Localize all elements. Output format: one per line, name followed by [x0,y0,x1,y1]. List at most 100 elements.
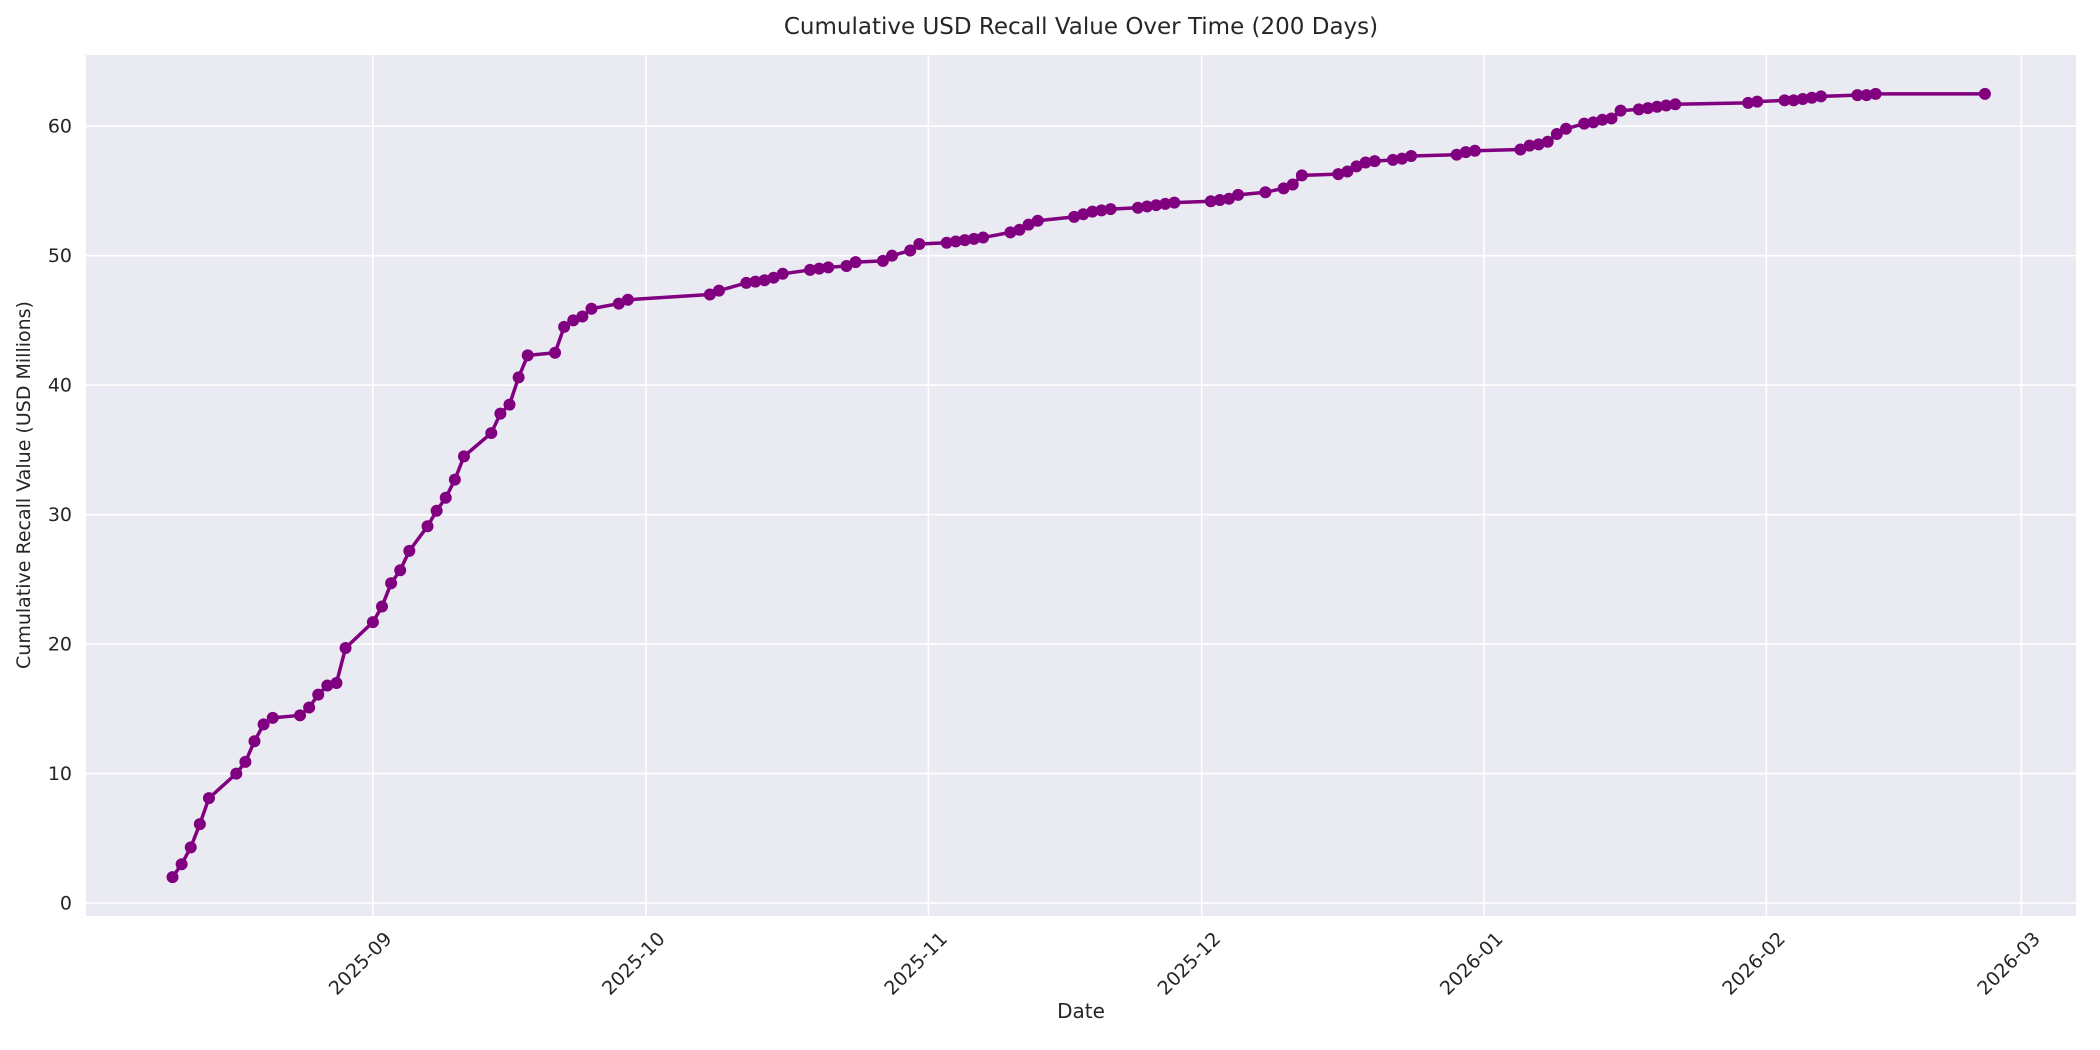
data-point [1368,155,1381,168]
data-point [558,320,571,333]
data-point [230,767,243,780]
data-point [166,871,179,884]
data-point [840,260,853,273]
chart-title: Cumulative USD Recall Value Over Time (2… [784,14,1378,40]
y-tick-label: 40 [48,375,72,397]
data-point [567,314,580,327]
x-tick-label: 2025-10 [598,928,670,1000]
data-point [303,701,316,714]
data-point [448,473,461,486]
data-point [1004,226,1017,239]
data-point [1259,186,1272,199]
data-point [1669,98,1682,111]
data-point [1751,95,1764,108]
data-point [1787,94,1800,107]
data-point [1814,90,1827,103]
data-point [1159,197,1172,210]
data-point [904,244,917,257]
data-point [1168,196,1181,209]
data-point [312,688,325,701]
data-point [1095,204,1108,217]
data-point [977,231,990,244]
data-point [1578,117,1591,130]
data-point [1459,146,1472,159]
data-point [1405,149,1418,162]
data-point [294,709,307,722]
data-point [1077,208,1090,221]
plot-area [86,55,2076,916]
data-point [749,275,762,288]
data-point [1277,182,1290,195]
y-tick-label: 30 [48,504,72,526]
data-point [1550,127,1563,140]
data-point [1295,169,1308,182]
data-point [266,711,279,724]
x-tick-label: 2026-02 [1718,928,1790,1000]
data-point [804,263,817,276]
data-point [430,504,443,517]
data-point [1778,94,1791,107]
data-point [1013,223,1026,236]
recall-series [166,87,1991,884]
data-point [1131,201,1144,214]
data-point [1660,99,1673,112]
data-point [740,276,753,289]
data-point [703,288,716,301]
data-point [1068,210,1081,223]
data-point [1386,153,1399,166]
data-point [1359,156,1372,169]
data-point [1341,165,1354,178]
y-tick-label: 50 [48,245,72,267]
data-point [621,293,634,306]
data-point [385,577,398,590]
data-point [886,249,899,262]
data-point [1587,116,1600,129]
x-tick-label: 2026-03 [1973,928,2045,1000]
data-point [403,544,416,557]
data-point [1204,195,1217,208]
data-point [1104,203,1117,216]
data-point [1022,218,1035,231]
data-point [1851,89,1864,102]
data-point [257,718,270,731]
data-point [758,274,771,287]
data-point [1805,91,1818,104]
data-point [321,679,334,692]
data-point [1651,100,1664,113]
data-point [1450,148,1463,161]
data-point [1523,139,1536,152]
data-point [813,262,826,275]
y-tick-label: 0 [60,893,72,915]
data-point [512,371,525,384]
data-point [202,792,215,805]
data-point [967,232,980,245]
data-point [1632,103,1645,116]
data-point [1532,138,1545,151]
x-axis-label: Date [1057,999,1105,1023]
data-point [712,284,725,297]
data-point [822,261,835,274]
data-point [1978,87,1991,100]
data-point [1031,214,1044,227]
data-point [439,491,452,504]
data-point [239,755,252,768]
grid-lines [86,55,2076,916]
data-point [1796,93,1809,106]
data-point [940,236,953,249]
x-tick-label: 2025-11 [880,928,952,1000]
data-point [193,818,206,831]
data-point [330,676,343,689]
data-point [375,600,388,613]
data-point [494,407,507,420]
data-point [175,858,188,871]
data-point [1514,143,1527,156]
data-point [913,238,926,251]
data-point [1086,205,1099,218]
data-point [1141,200,1154,213]
data-point [1614,104,1627,117]
data-point [767,271,780,284]
data-point [248,735,261,748]
data-point [503,398,516,411]
